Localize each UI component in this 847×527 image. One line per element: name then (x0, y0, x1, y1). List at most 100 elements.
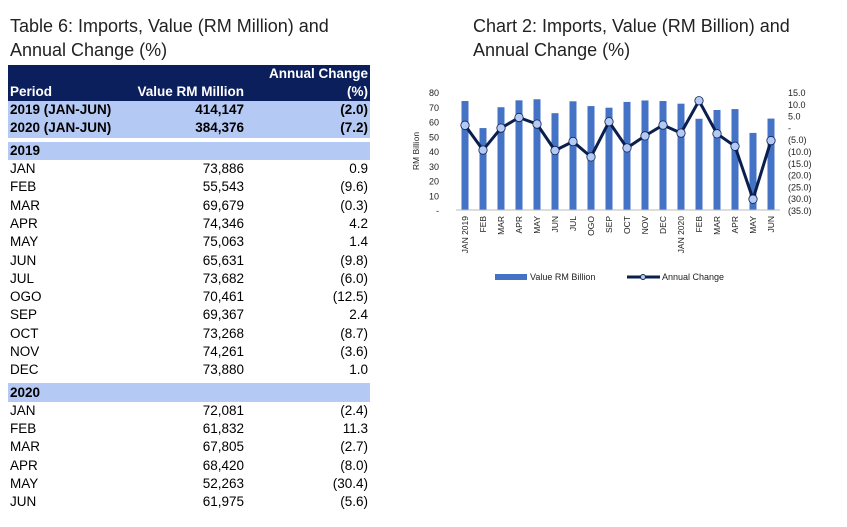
change-cell: 0.9 (349, 161, 368, 177)
y-axis-label: RM Billion (411, 132, 421, 171)
x-tick-label: OCT (622, 216, 632, 234)
table-row: OCT 73,268 (8.7) (8, 325, 370, 343)
y2-tick-label: (5.0) (788, 135, 807, 145)
annual-change-point (550, 145, 560, 156)
annual-change-point (658, 120, 668, 130)
x-tick-label: OGO (586, 216, 596, 236)
x-tick-label: APR (730, 216, 740, 233)
value-cell: 52,263 (202, 476, 244, 492)
period-cell: 2019 (JAN-JUN) (8, 101, 125, 120)
annual-change-point (730, 141, 740, 151)
value-cell: 65,631 (202, 252, 244, 268)
table-title: Table 6: Imports, Value (RM Million) and… (10, 16, 329, 60)
annual-change-point (478, 145, 488, 155)
change-cell: (2.7) (340, 439, 368, 455)
summary-row: 2019 (JAN-JUN) 414,147 (2.0) (8, 101, 370, 120)
change-cell: (8.7) (340, 325, 368, 341)
table-row: DEC 73,880 1.0 (8, 361, 370, 379)
table-row: JAN 73,886 0.9 (8, 160, 370, 178)
change-cell: (9.8) (340, 252, 368, 268)
y2-tick-label: 15.0 (788, 88, 806, 98)
legend-bar-swatch (495, 274, 527, 280)
annual-change-point (532, 119, 542, 129)
period-cell: JUN (10, 252, 37, 268)
value-cell: 67,805 (202, 439, 244, 455)
table-row: APR 74,346 4.2 (8, 215, 370, 233)
header-value: Value RM Million (124, 65, 246, 101)
value-cell: 74,346 (202, 215, 244, 231)
legend-line-label: Annual Change (662, 272, 724, 282)
bar (569, 101, 577, 210)
period-cell: MAY (10, 234, 39, 250)
table-row: JUN 65,631 (9.8) (8, 251, 370, 269)
change-cell: (9.6) (340, 179, 368, 195)
year-band-row: 2019 (8, 141, 370, 160)
value-cell: 74,261 (202, 344, 244, 359)
period-cell: OCT (10, 325, 39, 341)
x-tick-label: MAR (712, 216, 722, 235)
legend-bar-label: Value RM Billion (530, 272, 595, 282)
value-cell: 73,268 (202, 325, 244, 341)
y-tick-label: 20 (429, 177, 439, 187)
bar (749, 132, 757, 210)
x-tick-label: FEB (694, 216, 704, 233)
period-cell: NOV (10, 344, 40, 359)
period-cell: JAN (10, 161, 36, 177)
value-cell (124, 383, 246, 402)
value-cell: 414,147 (124, 101, 246, 120)
annual-change-point (712, 129, 722, 139)
y-tick-label: 30 (429, 162, 439, 172)
change-cell: 1.0 (349, 362, 368, 378)
period-cell: APR (10, 457, 38, 473)
change-cell: 11.3 (342, 421, 368, 437)
period-cell: MAR (10, 439, 40, 455)
period-cell: FEB (10, 421, 37, 437)
annual-change-point (748, 194, 758, 204)
annual-change-point (640, 131, 650, 141)
period-cell: FEB (10, 179, 37, 195)
value-cell: 73,880 (202, 362, 244, 378)
annual-change-point (586, 152, 596, 162)
period-cell: MAY (10, 476, 39, 492)
annual-change-point (676, 128, 686, 138)
annual-change-point (496, 123, 506, 133)
y-tick-label: 60 (429, 118, 439, 128)
value-cell: 70,461 (202, 289, 244, 305)
table-row: OGO 70,461 (12.5) (8, 288, 370, 306)
change-cell: (6.0) (340, 270, 368, 286)
bar (479, 128, 487, 210)
annual-change-point (460, 120, 470, 130)
table-row: FEB 61,832 11.3 (8, 420, 370, 438)
change-cell: (2.0) (246, 101, 370, 120)
value-cell: 68,420 (202, 457, 244, 473)
period-cell: JUN (10, 494, 37, 510)
x-tick-label: DEC (658, 216, 668, 234)
change-cell (246, 141, 370, 160)
x-tick-label: MAY (748, 216, 758, 234)
annual-change-point (568, 136, 578, 147)
change-cell: (0.3) (340, 197, 368, 213)
chart-title: Chart 2: Imports, Value (RM Billion) and… (473, 16, 790, 60)
annual-change-point (766, 136, 776, 146)
header-change: Annual Change (%) (246, 65, 370, 101)
y-tick-label: 10 (429, 191, 439, 201)
x-tick-label: SEP (604, 216, 614, 233)
value-cell: 55,543 (202, 179, 244, 195)
annual-change-point (514, 112, 524, 123)
summary-row: 2020 (JAN-JUN) 384,376 (7.2) (8, 119, 370, 138)
y-tick-label: 50 (429, 132, 439, 142)
change-cell: (12.5) (332, 289, 368, 305)
x-tick-label: JAN 2019 (460, 216, 470, 254)
table-row: MAY 52,263 (30.4) (8, 475, 370, 493)
period-cell: JAN (10, 402, 36, 418)
change-cell: (30.4) (332, 476, 368, 492)
bar (533, 99, 541, 210)
period-cell: 2020 (JAN-JUN) (8, 119, 125, 138)
change-cell: (8.0) (340, 457, 368, 473)
value-cell (124, 141, 246, 160)
table-row: JUN 61,975 (5.6) (8, 493, 370, 511)
y-tick-label: 70 (429, 103, 439, 113)
table-row: MAR 69,679 (0.3) (8, 196, 370, 214)
y2-tick-label: 5.0 (788, 112, 801, 122)
period-cell: 2020 (8, 383, 125, 402)
